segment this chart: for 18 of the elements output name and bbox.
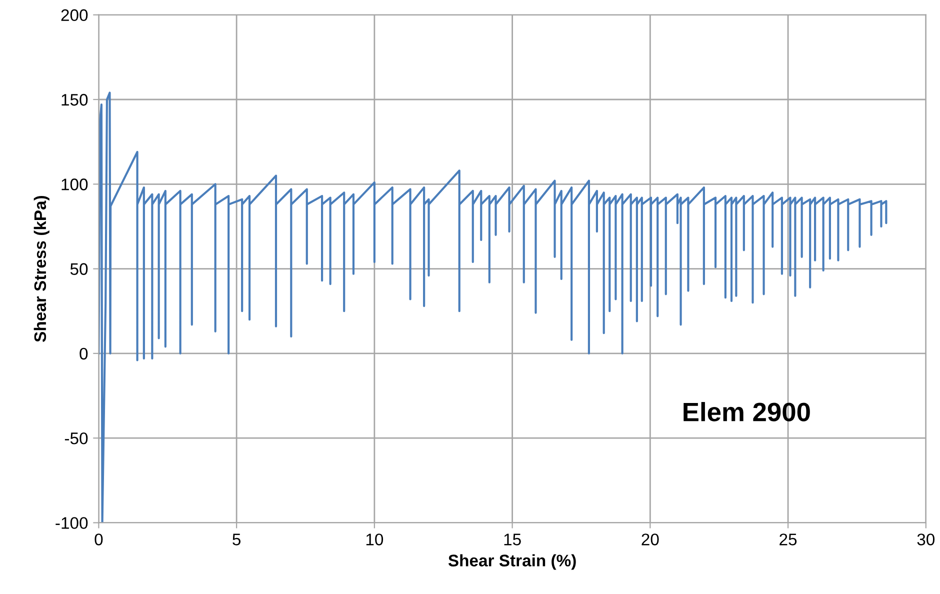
x-tick-label: 5 [232, 534, 241, 546]
x-tick-label: 20 [642, 534, 659, 546]
y-tick-label: 0 [80, 348, 88, 360]
x-tick-label: 10 [366, 534, 384, 546]
annotation: Elem 2900 [684, 402, 810, 422]
x-tick-label: 25 [780, 534, 797, 546]
x-tick-label: 15 [504, 534, 521, 546]
y-tick-label: 200 [61, 9, 88, 22]
line-series [98, 92, 888, 523]
y-tick-label: 100 [62, 178, 88, 190]
x-tick-label: 0 [94, 534, 103, 546]
y-tick-label: 50 [70, 263, 88, 275]
x-axis-title: Shear Strain (%) [448, 554, 576, 570]
y-tick-label: -50 [64, 432, 88, 444]
y-tick-label: -100 [56, 517, 88, 529]
x-tick-label: 30 [917, 534, 935, 546]
y-axis-title: Shear Stress (kPa) [34, 196, 50, 342]
y-tick-label: 150 [62, 94, 88, 106]
